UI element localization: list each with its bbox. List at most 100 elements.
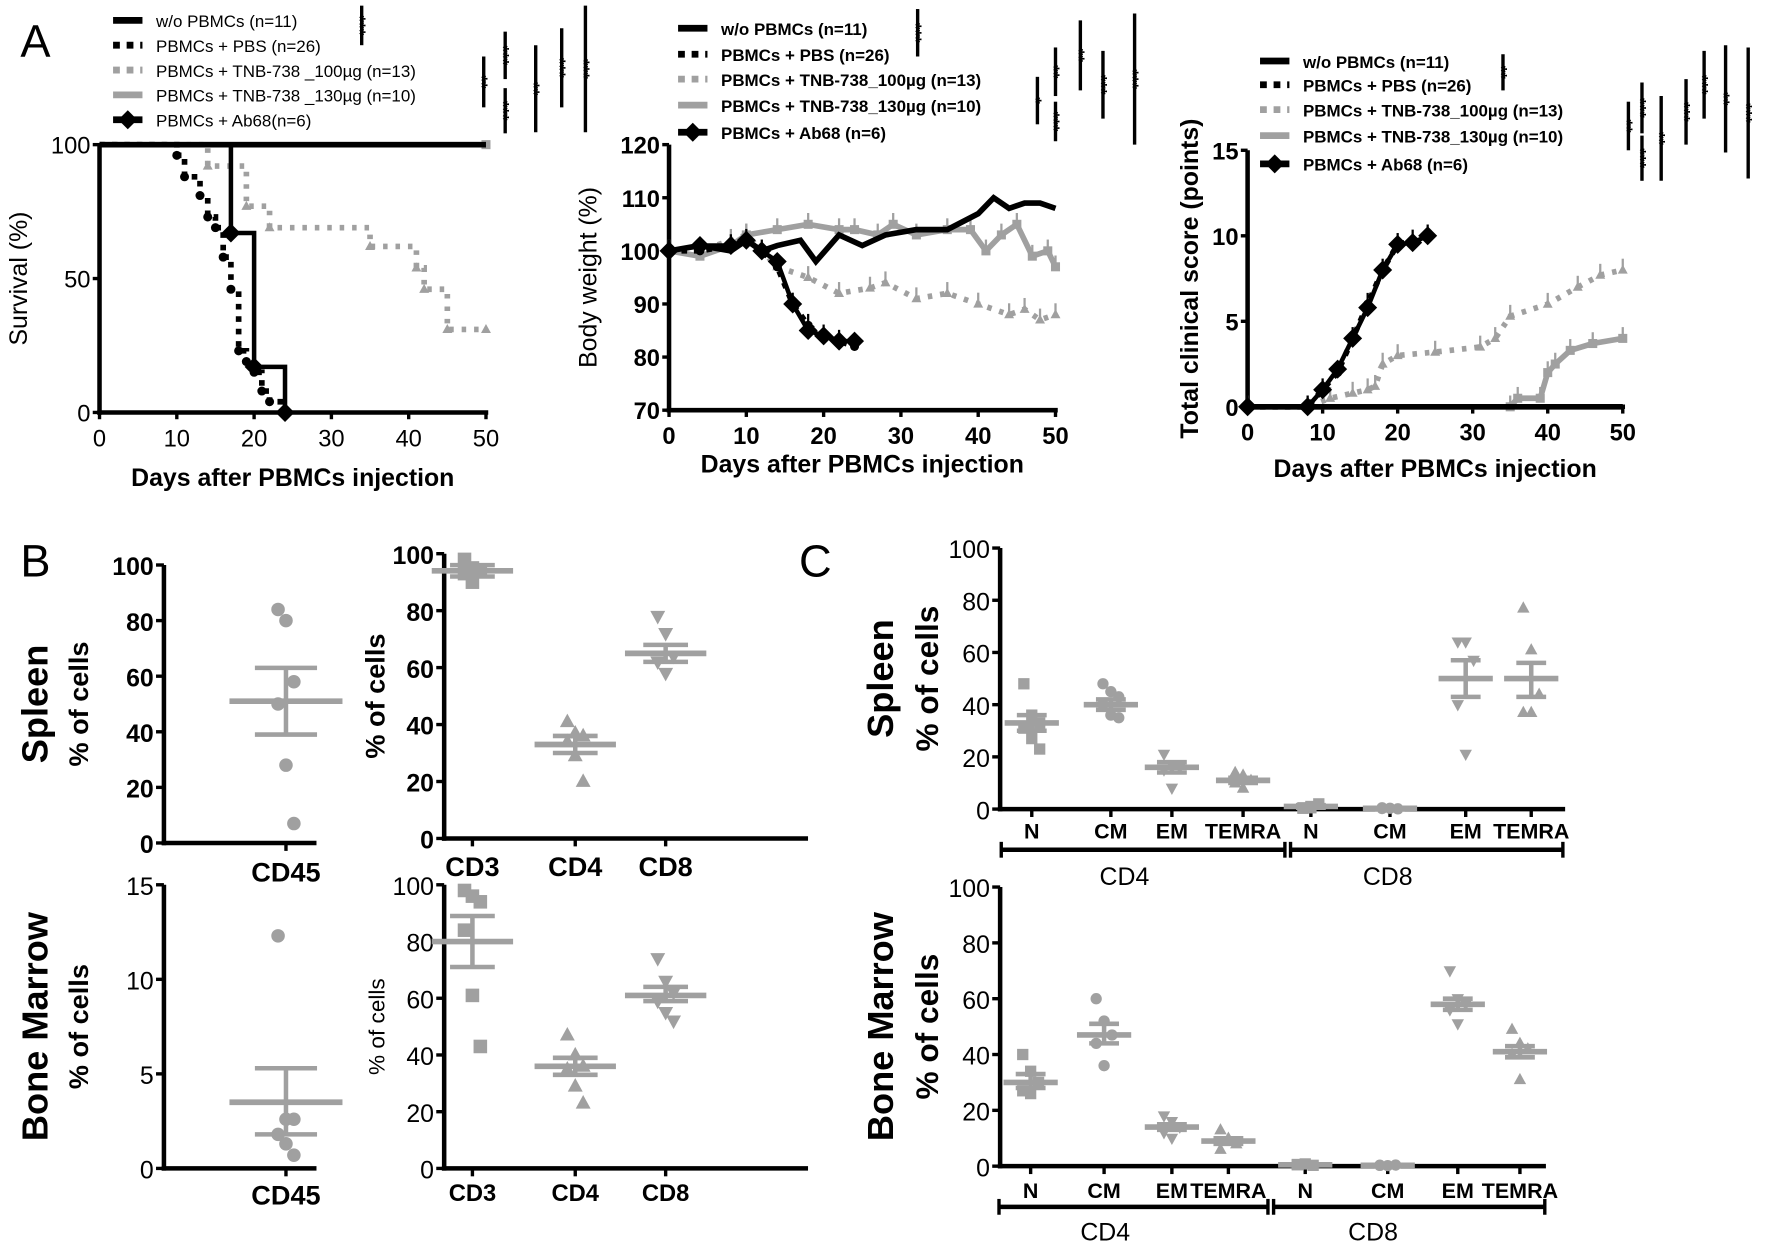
body-weight-significance-stars: * (1026, 97, 1045, 104)
spleen-cd3-cd4-cd8-category-label: CD4 (548, 851, 602, 882)
body-weight-legend-marker (683, 122, 703, 142)
body-weight-x-tick-label: 20 (810, 424, 836, 450)
spleen-subsets-y-tick-label: 100 (948, 536, 989, 564)
clinical-score-data-point (1373, 260, 1393, 280)
survival-data-point (442, 324, 453, 334)
clinical-score-data-point (1550, 359, 1560, 369)
body-weight-x-tick-label: 40 (965, 424, 991, 450)
clinical-score-x-tick-label: 40 (1535, 421, 1561, 447)
clinical-score-legend-marker (1265, 154, 1285, 174)
bone-marrow-subsets-data-point (1451, 1019, 1464, 1031)
bone-marrow-cd45-y-tick-label: 10 (126, 968, 154, 996)
survival-data-point (265, 397, 275, 407)
body-weight-data-point (1027, 251, 1037, 261)
body-weight-data-point (690, 236, 710, 256)
body-weight-y-tick-label: 70 (634, 399, 660, 425)
bone-marrow-subsets-y-tick-label: 80 (962, 931, 990, 959)
clinical-score-data-point (1328, 359, 1348, 379)
bone-marrow-cd3-cd4-cd8-y-tick-label: 20 (406, 1100, 434, 1128)
bone-marrow-cd3-cd4-cd8-category-label: CD8 (642, 1181, 689, 1207)
survival-data-point (264, 222, 275, 232)
spleen-cd45-y-tick-label: 0 (140, 831, 154, 859)
survival-data-point (172, 150, 182, 160)
bone-marrow-cd3-cd4-cd8-data-point (658, 975, 674, 990)
bone-marrow-subsets-category-label: TEMRA (1482, 1179, 1558, 1203)
body-weight-legend-label: PBMCs + TNB-738_100µg (n=13) (721, 71, 981, 90)
bone-marrow-cd45-data-point (279, 1137, 293, 1151)
spleen-subsets-row-label: Spleen (860, 619, 901, 738)
spleen-cd45-data-point (287, 816, 301, 831)
spleen-subsets-data-point (1459, 637, 1472, 649)
body-weight-data-point (695, 251, 705, 261)
bone-marrow-subsets-data-point (1098, 1060, 1110, 1072)
bone-marrow-cd3-cd4-cd8-y-tick-label: 40 (406, 1043, 434, 1071)
survival-data-point (210, 223, 220, 233)
clinical-score-x-tick-label: 30 (1460, 421, 1486, 447)
spleen-cd45-category-label: CD45 (251, 856, 320, 887)
spleen-subsets-y-tick-label: 0 (976, 797, 990, 825)
clinical-score-data-point (1403, 233, 1423, 253)
spleen-cd45-data-point (279, 758, 293, 772)
survival-data-point (275, 402, 295, 422)
bone-marrow-cd45-y-tick-label: 0 (140, 1157, 154, 1185)
spleen-subsets-data-point (1517, 705, 1530, 718)
clinical-score-significance-stars: *** (1693, 75, 1712, 95)
spleen-subsets-data-point (1018, 722, 1030, 734)
survival-legend-label: w/o PBMCs (n=11) (155, 12, 297, 31)
clinical-score-y-tick-label: 5 (1225, 310, 1238, 336)
bone-marrow-subsets-category-label: N (1297, 1179, 1313, 1203)
body-weight-legend-label: PBMCs + PBS (n=26) (721, 46, 889, 65)
body-weight-data-point (783, 294, 803, 314)
body-weight-x-tick-label: 10 (733, 424, 759, 450)
spleen-cd45-y-tick-label: 100 (112, 553, 153, 581)
bone-marrow-subsets-data-point (1513, 1072, 1527, 1085)
bone-marrow-subsets-category-label: TEMRA (1190, 1179, 1266, 1203)
body-weight-significance-stars: *** (1123, 69, 1142, 89)
survival-y-tick-label: 0 (77, 401, 90, 427)
bone-marrow-cd45-category-label: CD45 (251, 1180, 320, 1211)
clinical-score-y-tick-label: 10 (1212, 225, 1238, 251)
bone-marrow-cd3-cd4-cd8-y-tick-label: 100 (393, 873, 434, 901)
body-weight-significance-stars: *** (1091, 75, 1110, 95)
spleen-cd3-cd4-cd8-y-tick-label: 20 (406, 770, 434, 798)
survival-series-line (99, 141, 288, 413)
body-weight-significance-stars: *** (1044, 112, 1063, 132)
survival-significance-stars: *** (494, 45, 513, 65)
survival-significance-stars: ** (524, 82, 543, 96)
bone-marrow-cd45-data-point (287, 1148, 301, 1162)
bone-marrow-cd3-cd4-cd8-data-point (575, 1095, 591, 1109)
survival-data-point (234, 346, 244, 356)
body-weight-legend-label: w/o PBMCs (n=11) (720, 20, 867, 39)
spleen-subsets-data-point (1517, 601, 1530, 613)
clinical-score-x-axis-label: Days after PBMCs injection (1274, 455, 1597, 483)
survival-data-point (180, 172, 190, 182)
bone-marrow-cd45-y-tick-label: 15 (126, 873, 154, 901)
survival-data-point (244, 357, 264, 377)
clinical-score-data-point (1418, 226, 1438, 246)
survival-x-tick-label: 50 (473, 426, 499, 452)
clinical-score-significance-stars: ** (1617, 119, 1636, 133)
survival-legend-label: PBMCs + TNB-738 _130µg (n=10) (156, 87, 416, 106)
spleen-subsets-category-label: N (1303, 819, 1319, 843)
spleen-subsets-data-point (1228, 765, 1242, 778)
bone-marrow-subsets-row-label: Bone Marrow (860, 911, 901, 1141)
bone-marrow-subsets-data-point (1443, 966, 1457, 978)
spleen-subsets-y-tick-label: 60 (962, 641, 990, 669)
bone-marrow-cd3-cd4-cd8-data-point (465, 988, 480, 1003)
clinical-score-legend-label: PBMCs + TNB-738_130µg (n=10) (1303, 127, 1563, 146)
bone-marrow-subsets-data-point (1017, 1085, 1029, 1097)
body-weight-data-point (911, 230, 921, 240)
survival-significance-stars: *** (574, 59, 593, 79)
bone-marrow-subsets-category-label: N (1023, 1179, 1039, 1203)
bone-marrow-cd45-row-label: Bone Marrow (15, 911, 56, 1141)
clinical-score-legend-label: PBMCs + Ab68 (n=6) (1303, 156, 1468, 175)
body-weight-data-point (829, 331, 849, 351)
bone-marrow-cd3-cd4-cd8-y-tick-label: 80 (406, 930, 434, 958)
spleen-subsets-data-point (1113, 712, 1125, 724)
body-weight-y-axis-label: Body weight (%) (575, 187, 603, 368)
body-weight-y-tick-label: 110 (622, 187, 660, 213)
survival-legend-label: PBMCs + PBS (n=26) (156, 37, 321, 56)
bone-marrow-cd3-cd4-cd8-y-tick-label: 0 (420, 1157, 434, 1185)
body-weight-x-axis-label: Days after PBMCs injection (701, 450, 1024, 478)
bone-marrow-cd3-cd4-cd8-data-point (658, 1006, 674, 1021)
